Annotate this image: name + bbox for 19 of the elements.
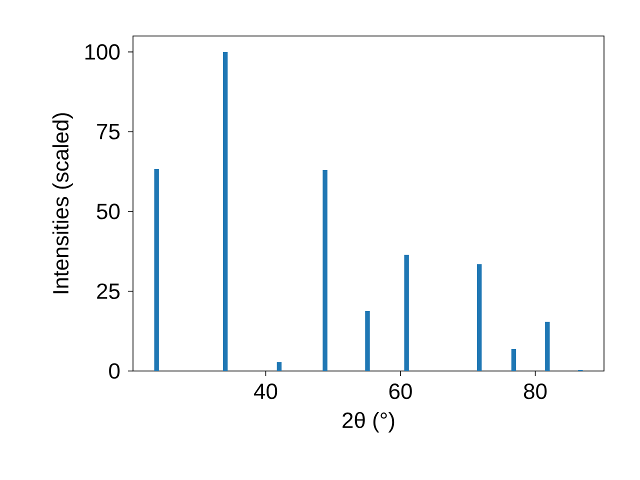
y-tick-label: 100 [85,44,120,60]
bar [154,169,159,371]
x-axis-title: 2θ (°) [342,412,394,432]
bar [276,362,282,371]
x-tick-label: 60 [389,384,412,400]
y-tick-label: 25 [97,283,120,300]
y-tick-label: 0 [109,363,120,379]
y-tick-label: 50 [96,204,120,220]
bar [222,52,228,371]
x-tick-label: 80 [524,384,547,400]
y-axis-title: Intensities (scaled) [52,113,73,294]
bar [365,311,370,371]
bar [404,254,409,371]
bar [511,348,516,371]
bar [545,322,550,371]
bar [476,264,482,371]
x-tick-label: 40 [254,384,278,400]
y-tick-label: 75 [97,124,120,140]
bar [322,170,328,371]
